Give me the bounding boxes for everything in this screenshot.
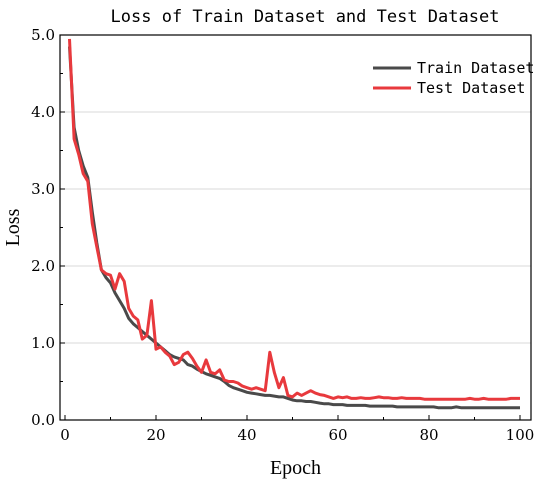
- legend-label: Train Dataset: [417, 59, 534, 77]
- x-tick-label: 20: [146, 426, 165, 444]
- y-tick-label: 1.0: [31, 334, 55, 352]
- chart-title: Loss of Train Dataset and Test Dataset: [111, 7, 500, 27]
- y-tick-label: 3.0: [31, 180, 55, 198]
- x-tick-label: 60: [328, 426, 347, 444]
- x-tick-label: 100: [506, 426, 535, 444]
- y-axis-label: Loss: [2, 208, 24, 246]
- plot-lines: [68, 38, 520, 410]
- series-line: [68, 38, 520, 401]
- y-tick-label: 4.0: [31, 103, 55, 121]
- x-tick-label: 0: [60, 426, 70, 444]
- legend: Train Dataset Test Dataset: [373, 59, 534, 97]
- x-tick-label: 40: [237, 426, 256, 444]
- y-tick-label: 0.0: [31, 411, 55, 429]
- x-tick-label: 80: [419, 426, 438, 444]
- y-tick-label: 2.0: [31, 257, 55, 275]
- series-line: [68, 46, 520, 410]
- y-tick-label: 5.0: [31, 26, 55, 44]
- x-axis-label: Epoch: [270, 457, 321, 479]
- grid-lines: [60, 111, 531, 344]
- legend-label: Test Dataset: [417, 79, 525, 97]
- y-axis-ticks: 0.0 1.0 2.0 3.0 4.0 5.0: [31, 26, 65, 429]
- x-axis-ticks: 0 20 40 60 80 100: [60, 415, 534, 444]
